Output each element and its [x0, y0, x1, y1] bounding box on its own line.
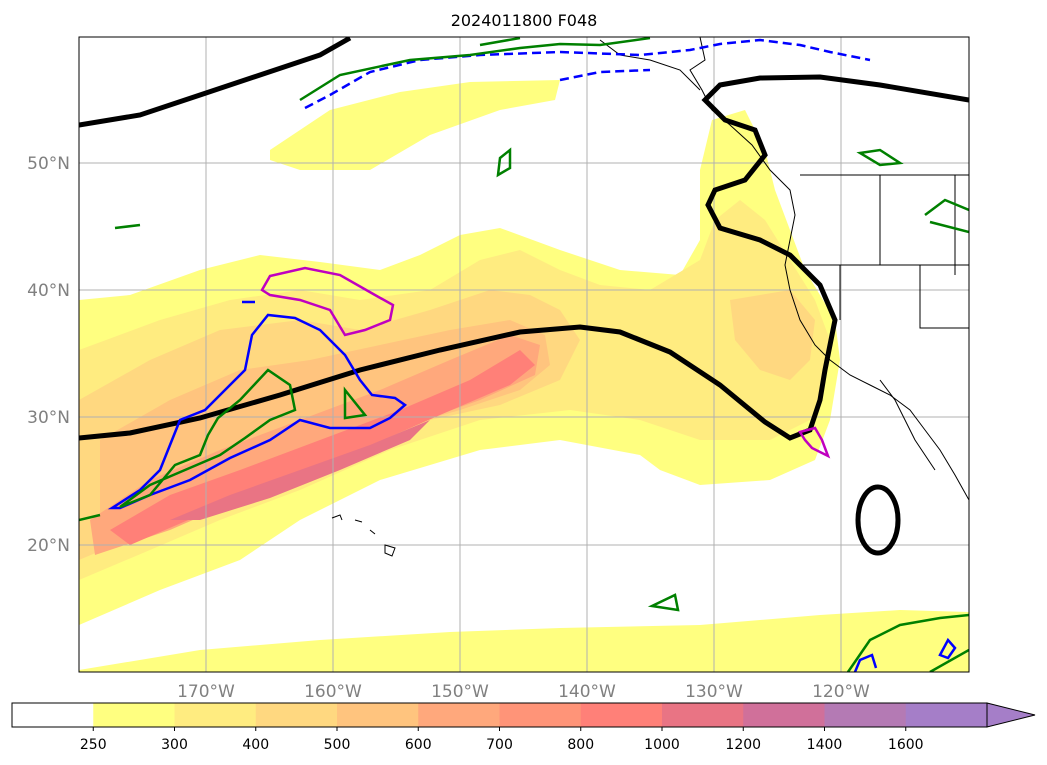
green-contour-northeast: [856, 148, 969, 234]
lon-label-120w: 120°W: [812, 682, 870, 702]
lat-label-50: 50°N: [27, 154, 70, 174]
colorbar: 250 300 400 500 600 700 800 1000 1200 1400 1600: [11, 702, 1036, 753]
colorbar-block: [662, 703, 744, 727]
magenta-contour-north: [260, 266, 395, 337]
colorbar-block: [905, 703, 988, 727]
map-panel: [79, 37, 969, 672]
lon-label-130w: 130°W: [685, 682, 743, 702]
colorbar-blocks: [12, 703, 988, 727]
magenta-contours: [260, 266, 831, 459]
graticule: [79, 37, 969, 672]
colorbar-tick-label: 700: [486, 737, 513, 753]
colorbar-block: [418, 703, 500, 727]
blue-contour-north-dashed-b: [559, 68, 651, 82]
ivt-400-band-coast: [730, 290, 815, 380]
colorbar-block: [255, 703, 338, 727]
jet-axis-north: [79, 37, 352, 128]
lon-label-140w: 140°W: [558, 682, 616, 702]
colorbar-block: [499, 703, 582, 727]
lon-label-160w: 160°W: [304, 682, 362, 702]
colorbar-block: [337, 703, 419, 727]
lat-label-30: 30°N: [27, 408, 70, 428]
state-borders: [800, 175, 969, 329]
lon-label-150w: 150°W: [431, 682, 489, 702]
colorbar-block: [93, 703, 175, 727]
colorbar-block: [580, 703, 663, 727]
green-contour-west: [119, 368, 297, 509]
hawaii-islands: [331, 514, 396, 557]
blue-contour-north-dashed: [304, 38, 871, 110]
lon-label-170w: 170°W: [177, 682, 235, 702]
green-contour-isolated: [114, 147, 680, 612]
baja-coast: [879, 379, 936, 471]
lat-label-40: 40°N: [27, 281, 70, 301]
green-contour-left-edge: [79, 513, 101, 522]
colorbar-tick-label: 250: [80, 737, 107, 753]
lon-axis: 170°W 160°W 150°W 140°W 130°W 120°W: [177, 682, 870, 702]
colorbar-tick-label: 500: [324, 737, 351, 753]
colorbar-tick-label: 1000: [644, 737, 680, 753]
jet-axis: [79, 37, 969, 556]
map-frame: [78, 36, 970, 673]
blue-contours: [107, 38, 957, 672]
colorbar-tick-label: 1600: [888, 737, 924, 753]
colorbar-block: [174, 703, 257, 727]
colorbar-tick-label: 400: [242, 737, 269, 753]
blue-contour-southeast: [853, 637, 957, 672]
ivt-250-band-north: [270, 80, 560, 170]
colorbar-tick-label: 600: [405, 737, 432, 753]
colorbar-ticks: 250 300 400 500 600 700 800 1000 1200 1400 1600: [80, 727, 924, 753]
green-contour-south: [846, 613, 969, 672]
colorbar-tick-label: 1200: [725, 737, 761, 753]
blue-contour-west: [107, 313, 408, 510]
colorbar-block: [743, 703, 825, 727]
colorbar-extend-arrow: [986, 702, 1036, 728]
colorbar-tick-label: 300: [161, 737, 188, 753]
green-contour-north: [299, 37, 651, 102]
ivt-1000-band: [170, 420, 430, 520]
aleutian-coast: [599, 39, 701, 91]
colorbar-tick-label: 1400: [807, 737, 843, 753]
colorbar-block: [824, 703, 907, 727]
lat-label-20: 20°N: [27, 536, 70, 556]
jet-closed-contour: [855, 484, 901, 556]
green-contour-small-a: [343, 386, 368, 420]
ivt-250-band-south: [79, 610, 969, 672]
colorbar-tick-label: 800: [567, 737, 594, 753]
ivt-800-band: [110, 350, 535, 545]
jet-axis-main: [79, 74, 969, 441]
green-contours: [79, 37, 969, 672]
colorbar-block: [12, 703, 94, 727]
figure-title: 2024011800 F048: [451, 11, 598, 30]
lat-axis: 50°N 40°N 30°N 20°N: [27, 154, 70, 556]
magenta-contour-coast: [798, 426, 831, 459]
